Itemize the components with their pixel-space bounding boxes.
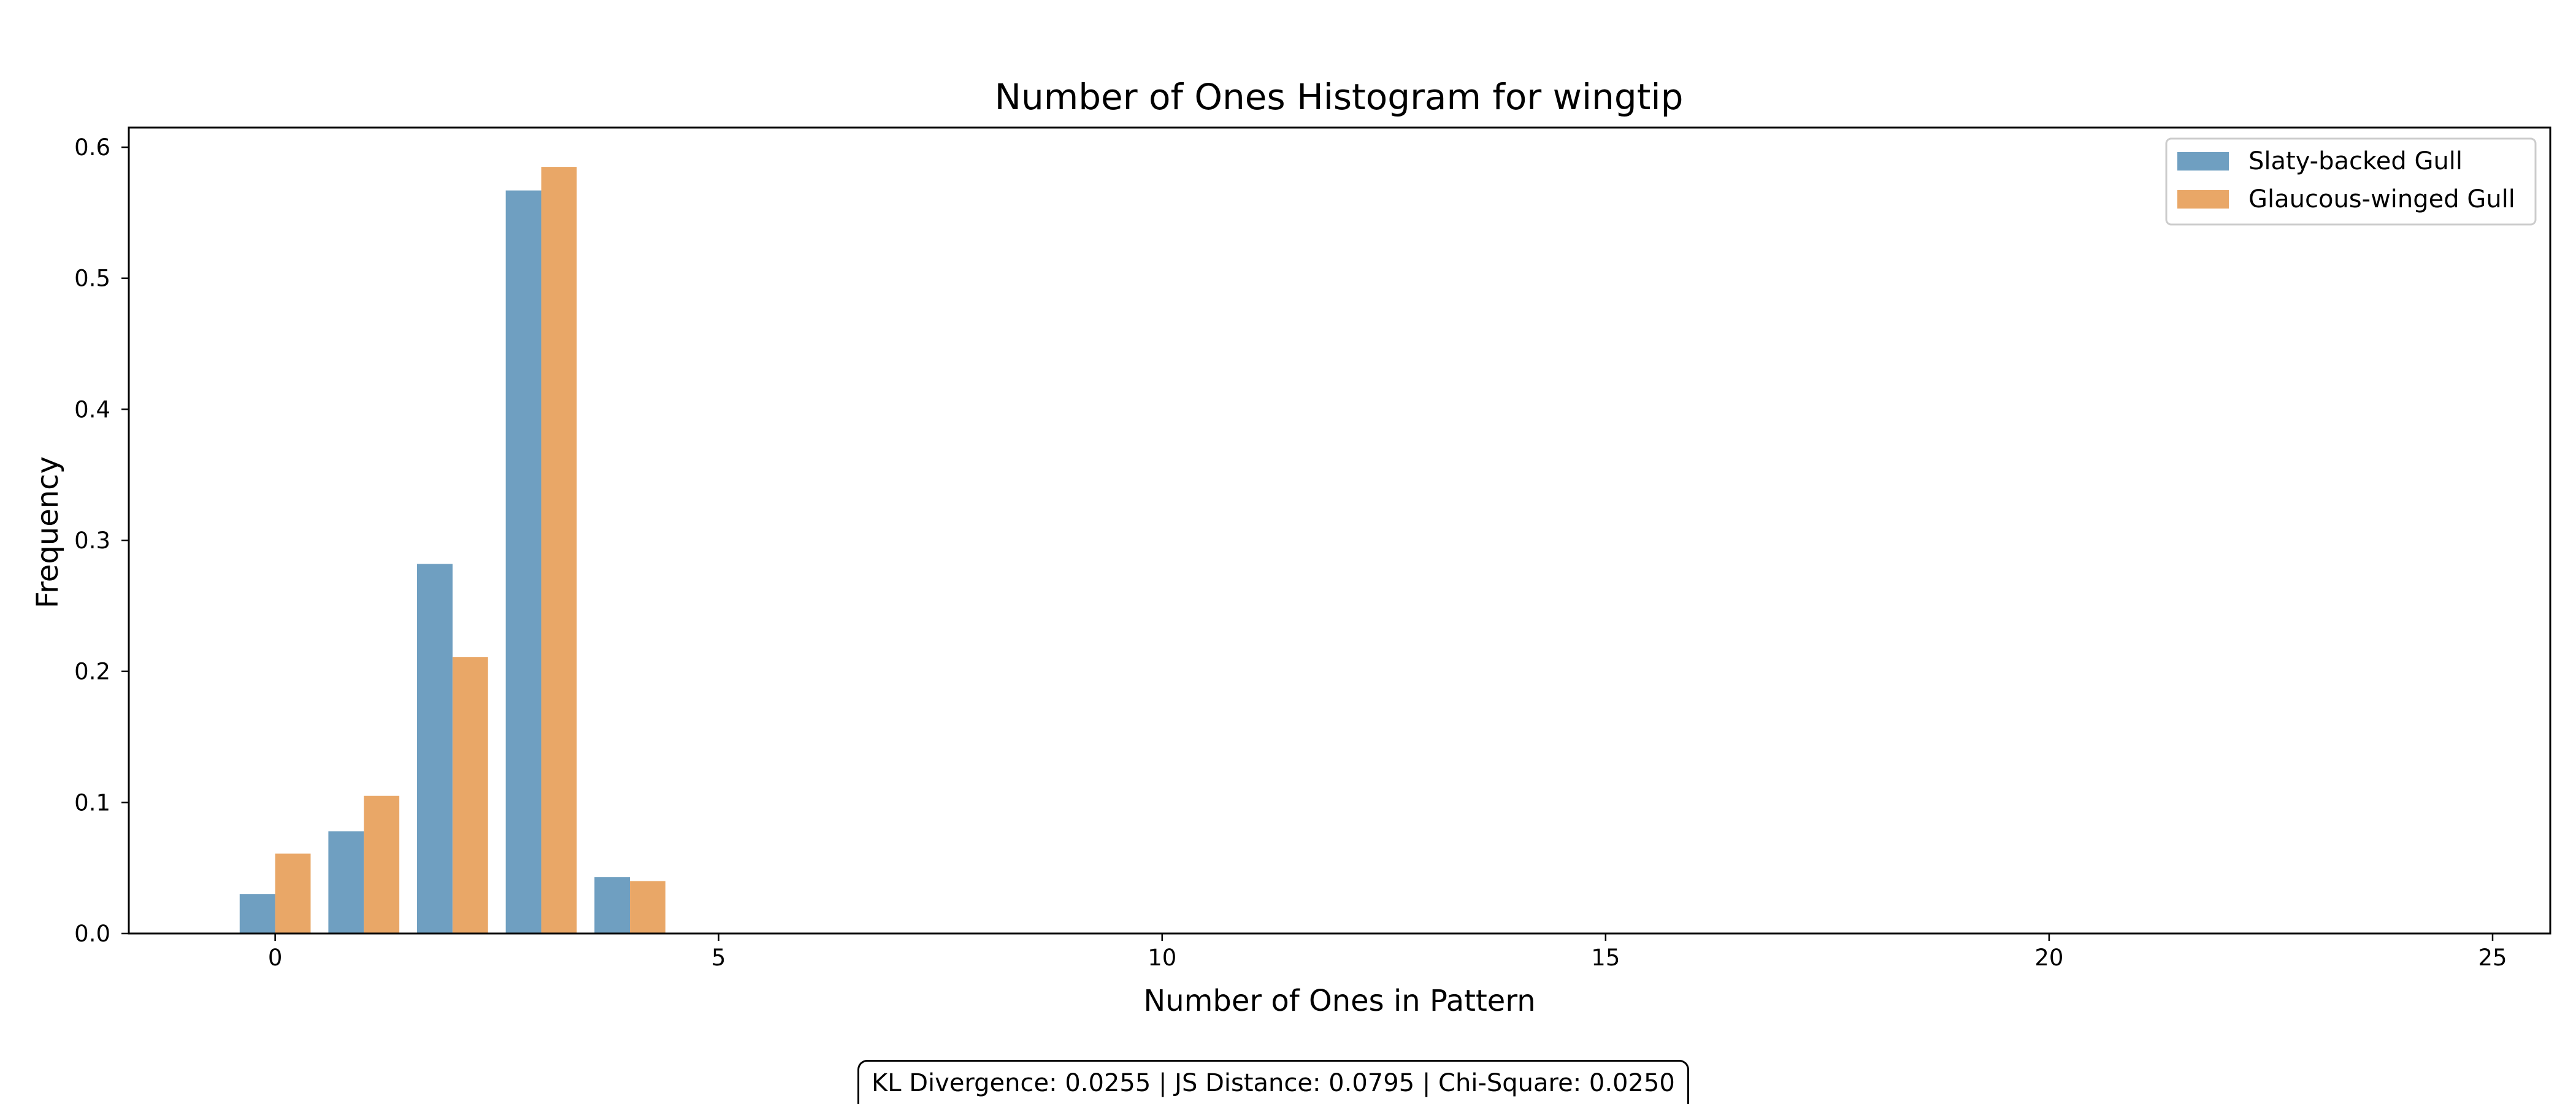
bar-series-0-x-4: [594, 877, 631, 933]
y-tick-label: 0.2: [74, 659, 110, 685]
legend-label-slaty-backed: Slaty-backed Gull: [2248, 147, 2463, 175]
x-tick-label: 15: [1591, 945, 1620, 971]
bar-series-1-x-3: [541, 167, 577, 934]
x-tick-label: 20: [2034, 945, 2063, 971]
x-tick-label: 0: [268, 945, 283, 971]
y-axis-ticks: 0.0 0.1 0.2 0.3 0.4 0.5 0.6: [74, 134, 129, 947]
legend-label-glaucous-winged: Glaucous-winged Gull: [2248, 185, 2515, 213]
y-tick-label: 0.6: [74, 134, 110, 161]
bar-series-1-x-2: [452, 657, 488, 933]
y-tick-label: 0.4: [74, 396, 110, 423]
statistics-text: KL Divergence: 0.0255 | JS Distance: 0.0…: [872, 1068, 1675, 1097]
y-tick-label: 0.3: [74, 527, 110, 554]
plot-frame: [128, 126, 2551, 935]
x-axis-ticks: 0 5 10 15 20 25: [268, 933, 2507, 971]
y-tick-label: 0.5: [74, 266, 110, 292]
x-tick-label: 5: [711, 945, 726, 971]
y-axis-label: Frequency: [31, 456, 65, 608]
x-axis-label: Number of Ones in Pattern: [1143, 984, 1535, 1018]
bar-series-0-x-3: [505, 190, 542, 933]
statistics-box: KL Divergence: 0.0255 | JS Distance: 0.0…: [857, 1060, 1689, 1104]
bar-series-0-x-0: [239, 894, 275, 933]
legend-frame: [2165, 137, 2537, 226]
bars-group: [239, 167, 665, 934]
legend-swatch-glaucous-winged: [2177, 190, 2229, 209]
x-tick-label: 25: [2478, 945, 2507, 971]
y-tick-label: 0.1: [74, 789, 110, 816]
bar-series-0-x-2: [417, 564, 453, 933]
x-tick-label: 10: [1148, 945, 1176, 971]
bar-series-1-x-4: [630, 881, 665, 933]
bar-series-1-x-1: [364, 795, 400, 933]
legend-swatch-slaty-backed: [2177, 152, 2229, 171]
legend: Slaty-backed Gull Glaucous-winged Gull: [2165, 137, 2537, 226]
bar-series-0-x-1: [328, 831, 364, 933]
chart-title: Number of Ones Histogram for wingtip: [995, 76, 1684, 118]
bar-series-1-x-0: [275, 853, 311, 933]
y-tick-label: 0.0: [74, 921, 110, 947]
